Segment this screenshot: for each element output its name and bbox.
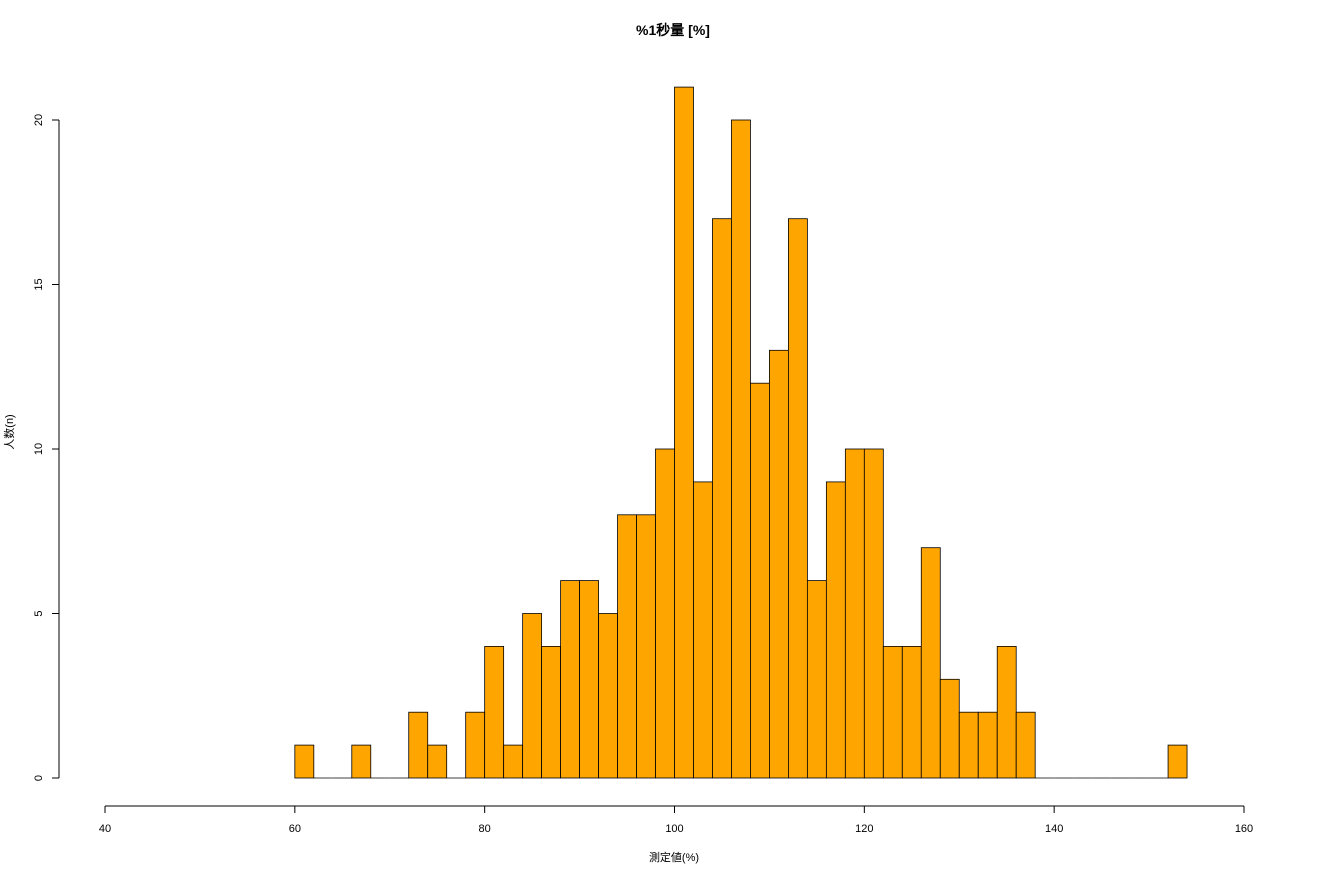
histogram-bar bbox=[541, 646, 561, 779]
y-tick-label: 15 bbox=[33, 278, 45, 290]
x-tick-label: 80 bbox=[479, 823, 491, 835]
x-axis: 40 60 80 100 120 140 160 bbox=[99, 805, 1253, 835]
histogram-bar bbox=[465, 711, 486, 779]
histogram-bar bbox=[427, 744, 448, 779]
histogram-bar bbox=[522, 613, 543, 779]
histogram-bar bbox=[844, 448, 865, 779]
histogram-bar bbox=[750, 382, 770, 779]
histogram-bar bbox=[1167, 744, 1188, 779]
y-axis-label: 人数(n) bbox=[3, 414, 16, 449]
y-tick-label: 0 bbox=[33, 775, 45, 781]
histogram-bar bbox=[655, 448, 675, 779]
x-tick-label: 100 bbox=[665, 823, 683, 835]
histogram-bar bbox=[1015, 711, 1036, 779]
histogram-bar bbox=[674, 86, 694, 779]
histogram-bar bbox=[825, 481, 846, 779]
y-axis: 0 5 10 15 20 bbox=[33, 114, 60, 781]
histogram-bar bbox=[863, 448, 884, 779]
histogram-bar bbox=[579, 580, 599, 779]
histogram-bar bbox=[351, 744, 372, 779]
histogram-bar bbox=[977, 711, 998, 779]
histogram-bar bbox=[996, 646, 1017, 779]
histogram-bar bbox=[693, 481, 713, 779]
histogram-bar bbox=[939, 678, 960, 779]
histogram-bar bbox=[806, 580, 827, 779]
x-tick-label: 40 bbox=[99, 823, 111, 835]
histogram-bar bbox=[920, 547, 941, 779]
histogram-bars bbox=[294, 86, 1188, 779]
x-tick-label: 120 bbox=[855, 823, 873, 835]
histogram-bar bbox=[636, 514, 656, 779]
histogram-bar bbox=[731, 119, 751, 779]
histogram-bar bbox=[712, 218, 732, 779]
histogram-bar bbox=[408, 711, 429, 779]
histogram-bar bbox=[484, 646, 505, 779]
y-tick-label: 20 bbox=[33, 114, 45, 126]
y-tick-label: 10 bbox=[33, 443, 45, 455]
histogram-bar bbox=[901, 646, 922, 779]
x-tick-label: 60 bbox=[289, 823, 301, 835]
histogram-bar bbox=[598, 613, 618, 779]
histogram-bar bbox=[503, 744, 524, 779]
histogram-bar bbox=[294, 744, 315, 779]
histogram-bar bbox=[882, 646, 903, 779]
histogram-bar bbox=[769, 349, 789, 779]
chart-title: %1秒量 [%] bbox=[636, 22, 710, 38]
x-tick-label: 160 bbox=[1235, 823, 1253, 835]
histogram-bar bbox=[788, 218, 808, 779]
x-axis-label: 測定値(%) bbox=[649, 850, 699, 864]
x-tick-label: 140 bbox=[1045, 823, 1063, 835]
histogram-bar bbox=[560, 580, 580, 779]
y-tick-label: 5 bbox=[33, 610, 45, 616]
histogram-bar bbox=[958, 711, 979, 779]
histogram-bar bbox=[617, 514, 637, 779]
